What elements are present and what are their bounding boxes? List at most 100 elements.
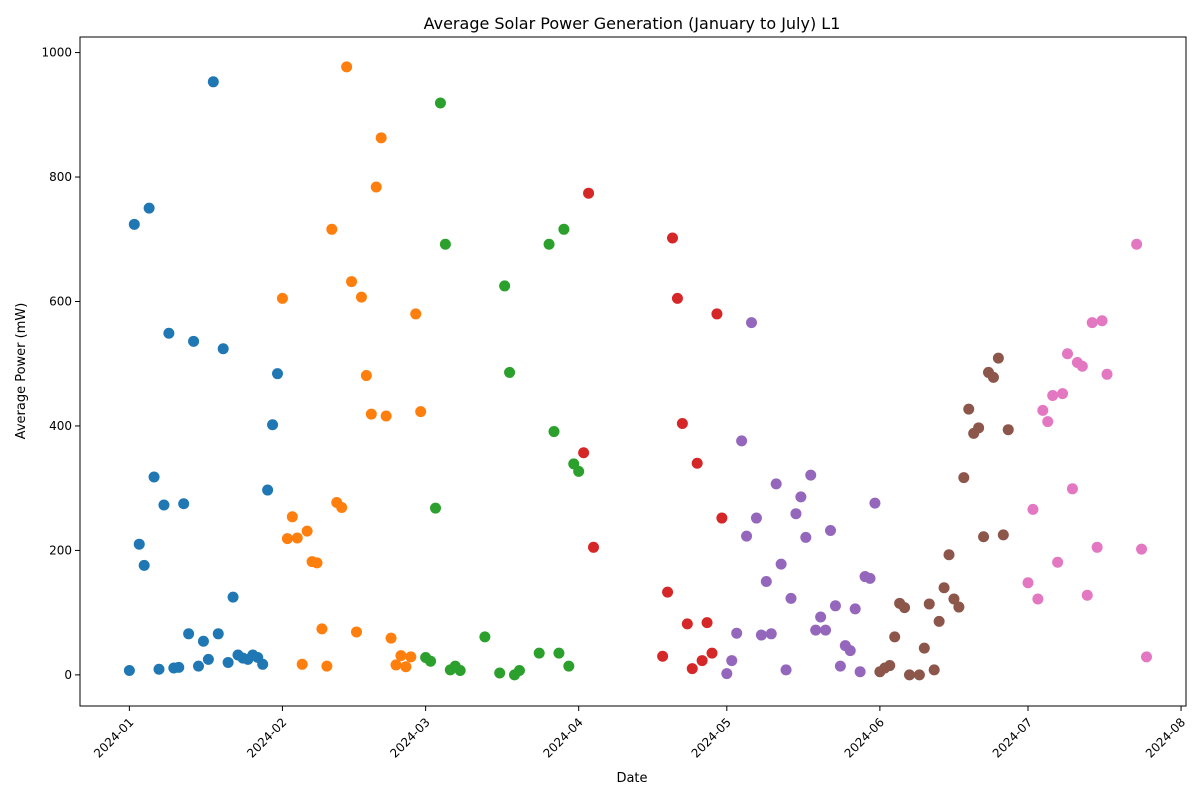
data-point <box>676 417 688 429</box>
data-point <box>686 663 698 675</box>
data-point <box>1052 556 1064 568</box>
data-point <box>706 647 718 659</box>
data-point <box>217 343 229 355</box>
data-point <box>133 538 145 550</box>
data-point <box>731 627 743 639</box>
data-point <box>267 419 279 431</box>
data-point <box>336 501 348 513</box>
data-point <box>1047 389 1059 401</box>
data-point <box>746 317 757 329</box>
chart-title: Average Solar Power Generation (January … <box>424 14 841 33</box>
data-point <box>405 651 417 663</box>
data-point <box>513 665 525 677</box>
data-point <box>800 531 812 543</box>
points-layer <box>123 61 1152 681</box>
data-point <box>583 187 595 199</box>
data-point <box>494 667 506 679</box>
data-point <box>726 655 738 667</box>
data-point <box>825 525 836 536</box>
data-point <box>499 280 511 292</box>
data-point <box>667 232 678 244</box>
data-point <box>202 653 214 665</box>
data-point <box>375 132 387 144</box>
data-point <box>899 602 911 614</box>
data-point <box>193 660 204 672</box>
data-point <box>913 669 925 681</box>
x-axis-label: Date <box>616 771 647 786</box>
data-point <box>148 471 160 483</box>
data-point <box>321 660 333 672</box>
data-point <box>948 593 960 605</box>
data-point <box>711 308 723 320</box>
data-point <box>1096 315 1108 327</box>
data-point <box>257 658 269 670</box>
data-point <box>1081 589 1093 601</box>
data-point <box>370 181 382 193</box>
data-point <box>815 611 827 623</box>
x-tick-label: 2024-02 <box>244 715 289 760</box>
data-point <box>849 603 861 615</box>
data-point <box>765 628 777 640</box>
data-point <box>953 601 965 613</box>
data-point <box>286 511 298 523</box>
data-point <box>1027 503 1039 515</box>
data-point <box>395 650 407 662</box>
data-point <box>425 655 437 667</box>
data-point <box>701 617 713 629</box>
data-point <box>573 465 585 477</box>
data-point <box>439 238 451 250</box>
data-point <box>854 666 866 678</box>
data-point <box>410 308 422 320</box>
data-point <box>123 665 135 677</box>
data-point <box>1062 348 1073 360</box>
data-point <box>434 97 446 109</box>
y-tick-label: 400 <box>49 419 72 433</box>
data-point <box>696 655 708 667</box>
data-point <box>548 426 560 438</box>
data-point <box>143 202 155 214</box>
data-point <box>889 631 901 643</box>
x-tick-label: 2024-08 <box>1143 715 1188 760</box>
data-point <box>479 631 491 643</box>
data-point <box>301 525 313 537</box>
y-tick-label: 200 <box>49 543 72 557</box>
x-tick-label: 2024-03 <box>387 715 432 760</box>
data-point <box>736 435 748 447</box>
data-point <box>173 661 185 673</box>
data-point <box>785 592 797 604</box>
data-point <box>563 660 575 672</box>
x-tick-label: 2024-05 <box>689 715 734 760</box>
data-point <box>380 410 392 422</box>
data-point <box>997 529 1009 541</box>
data-point <box>992 352 1004 364</box>
data-point <box>938 582 950 594</box>
data-point <box>750 512 762 524</box>
data-point <box>1091 541 1103 553</box>
data-point <box>760 576 772 588</box>
data-point <box>1037 404 1049 416</box>
data-point <box>681 618 693 630</box>
y-tick-label: 800 <box>49 170 72 184</box>
data-point <box>933 615 945 627</box>
data-point <box>869 497 881 509</box>
data-point <box>390 659 402 671</box>
data-point <box>691 457 703 469</box>
data-point <box>770 478 782 490</box>
data-point <box>978 531 990 543</box>
data-point <box>1002 424 1014 436</box>
data-point <box>504 366 516 378</box>
data-point <box>153 663 165 675</box>
data-point <box>1141 651 1152 663</box>
data-point <box>805 469 817 481</box>
data-point <box>1066 483 1078 495</box>
data-point <box>588 541 599 553</box>
data-point <box>834 660 846 672</box>
data-point <box>657 650 669 662</box>
data-point <box>183 628 195 640</box>
data-point <box>810 624 822 636</box>
data-point <box>987 371 999 383</box>
data-point <box>296 658 308 670</box>
data-point <box>923 598 935 610</box>
data-point <box>1136 543 1148 555</box>
